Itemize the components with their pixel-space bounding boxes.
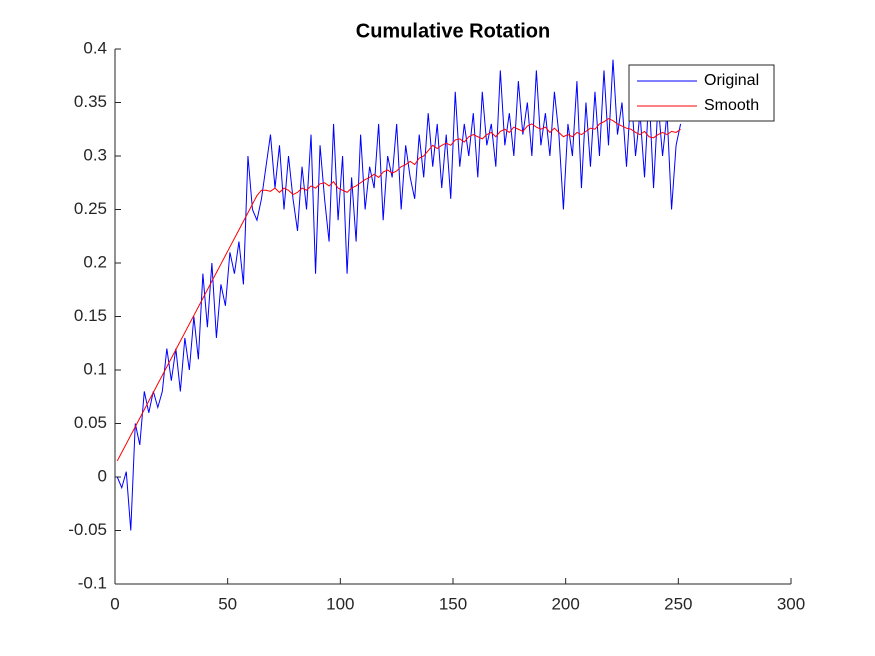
- y-tick-label: 0.3: [83, 145, 107, 164]
- x-tick-label: 250: [664, 594, 692, 613]
- y-tick-label: 0.25: [74, 199, 107, 218]
- y-tick-label: 0.15: [74, 306, 107, 325]
- x-tick-label: 300: [777, 594, 805, 613]
- y-tick-label: -0.05: [68, 520, 107, 539]
- x-tick-label: 150: [439, 594, 467, 613]
- x-tick-label: 100: [326, 594, 354, 613]
- x-tick-label: 200: [551, 594, 579, 613]
- y-tick-label: 0: [98, 466, 107, 485]
- legend: Original Smooth: [628, 64, 775, 122]
- x-tick-label: 0: [110, 594, 119, 613]
- y-tick-label: 0.2: [83, 252, 107, 271]
- legend-box: [628, 64, 775, 122]
- y-tick-label: 0.4: [83, 38, 107, 57]
- y-tick-label: -0.1: [78, 573, 107, 592]
- x-tick-label: 50: [218, 594, 237, 613]
- y-tick-label: 0.35: [74, 92, 107, 111]
- chart-title: Cumulative Rotation: [356, 20, 550, 42]
- series-line: [116, 59, 682, 531]
- series-line: [116, 117, 681, 462]
- y-tick-label: 0.05: [74, 413, 107, 432]
- legend-label: Smooth: [704, 97, 759, 114]
- y-tick-label: 0.1: [83, 359, 107, 378]
- legend-label: Original: [704, 72, 759, 89]
